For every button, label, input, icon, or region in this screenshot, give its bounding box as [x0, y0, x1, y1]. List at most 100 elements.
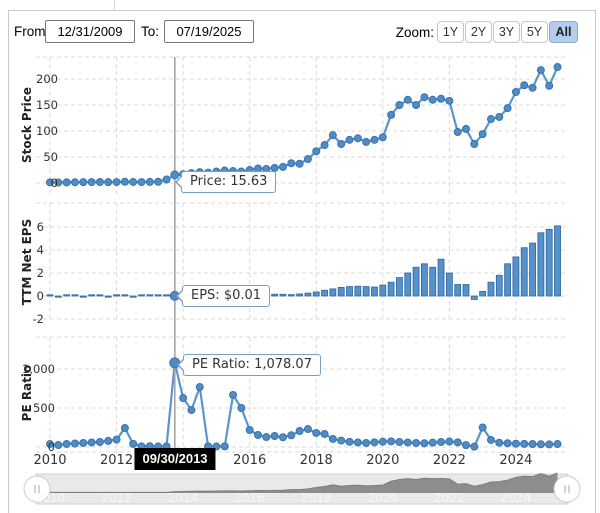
data-point-marker	[378, 437, 387, 446]
zoom-button-1y[interactable]: 1Y	[437, 21, 464, 43]
navigator-year-label: 2020	[367, 491, 399, 505]
data-point-marker	[420, 93, 429, 102]
eps-bar	[346, 286, 353, 297]
data-point-marker	[495, 438, 504, 447]
data-point-marker	[278, 162, 287, 171]
navigator-year-label: 2016	[234, 491, 265, 505]
data-point-marker	[154, 177, 163, 186]
y-tick-label: 2	[36, 266, 44, 280]
data-point-marker	[95, 178, 104, 187]
eps-bar	[279, 293, 287, 297]
x-axis-year-label: 2024	[499, 453, 533, 468]
data-point-marker	[262, 433, 271, 442]
top-edge-divider	[114, 0, 115, 10]
data-point-marker	[462, 124, 470, 133]
y-tick-label: 1,000	[22, 362, 55, 376]
data-point-marker	[187, 406, 196, 415]
data-point-marker	[511, 88, 520, 96]
data-point-marker	[370, 438, 379, 447]
zoom-button-5y[interactable]: 5Y	[521, 21, 548, 43]
data-point-marker	[445, 96, 454, 105]
eps-bar	[113, 294, 120, 297]
data-point-marker	[428, 95, 437, 104]
y-tick-label: 0	[36, 289, 44, 303]
x-axis-year-label: 2020	[366, 453, 400, 468]
eps-bar	[379, 284, 387, 297]
x-axis-year-label: 2016	[233, 453, 267, 468]
eps-bar	[387, 281, 395, 297]
x-axis-year-label: 2018	[299, 453, 333, 468]
navigator-handle-right[interactable]	[553, 475, 581, 503]
data-point-marker	[137, 178, 146, 187]
y-tick-label: 6	[36, 220, 44, 234]
data-point-marker	[378, 133, 387, 142]
data-point-marker	[453, 128, 462, 137]
data-point-marker	[353, 438, 362, 447]
eps-bar	[354, 285, 362, 297]
data-point-marker	[62, 440, 71, 449]
eps-bar	[138, 294, 145, 297]
data-point-marker	[445, 437, 454, 446]
data-point-marker	[387, 110, 396, 119]
data-point-marker	[545, 81, 554, 90]
eps-bar	[371, 286, 378, 297]
zoom-button-all[interactable]: All	[549, 21, 578, 43]
y-tick-label: 0	[50, 176, 58, 190]
eps-bar	[362, 286, 370, 297]
data-point-marker	[345, 437, 354, 446]
y-tick-label: 4	[36, 243, 44, 257]
navigator-handle-left[interactable]	[23, 475, 51, 503]
data-point-marker	[312, 147, 321, 156]
data-point-marker	[503, 104, 512, 113]
data-point-marker	[62, 178, 71, 187]
zoom-button-3y[interactable]: 3Y	[493, 21, 520, 43]
data-point-marker	[412, 438, 421, 447]
data-point-marker	[337, 436, 346, 445]
navigator-year-label: 2010	[34, 491, 66, 505]
from-date-input[interactable]	[45, 20, 135, 43]
data-point-marker	[54, 178, 63, 187]
data-point-marker	[54, 441, 63, 450]
eps-bar	[504, 263, 512, 297]
data-point-marker	[395, 101, 404, 109]
data-point-marker	[295, 159, 304, 168]
x-axis-year-label: 2012	[100, 453, 134, 468]
eps-panel-plot-area[interactable]	[36, 203, 568, 322]
eps-bar	[96, 294, 104, 297]
to-date-input[interactable]	[164, 20, 254, 43]
data-point-marker	[486, 115, 495, 124]
eps-bar	[396, 277, 403, 297]
eps-bar	[412, 266, 420, 297]
data-point-marker	[470, 442, 479, 451]
data-point-marker	[437, 438, 446, 447]
data-point-marker	[312, 428, 321, 437]
zoom-button-2y[interactable]: 2Y	[465, 21, 492, 43]
data-point-marker	[437, 94, 446, 103]
navigator-year-label: 2012	[101, 491, 132, 505]
eps-bar	[271, 293, 279, 297]
data-point-marker	[495, 112, 504, 121]
eps-bar	[454, 284, 462, 297]
data-point-marker	[220, 442, 229, 451]
eps-bar	[420, 263, 428, 297]
data-point-marker	[353, 134, 362, 143]
eps-bar	[404, 272, 412, 297]
data-point-marker	[70, 178, 79, 187]
eps-bar	[445, 272, 453, 297]
eps-bar	[495, 274, 503, 297]
data-point-marker	[328, 131, 337, 140]
data-point-marker	[486, 435, 495, 444]
data-point-marker	[428, 438, 437, 447]
navigator-year-label: 2022	[434, 491, 465, 505]
data-point-marker	[104, 436, 113, 445]
to-label: To:	[141, 24, 160, 39]
data-point-marker	[511, 439, 520, 448]
data-point-marker	[162, 175, 171, 184]
data-point-marker	[237, 404, 246, 412]
data-point-marker	[95, 438, 104, 447]
navigator-area	[50, 473, 558, 493]
stock-price-panel-plot-area[interactable]	[36, 57, 568, 195]
eps-bar	[520, 247, 528, 297]
eps-bar	[437, 258, 445, 297]
eps-bar	[296, 293, 304, 297]
